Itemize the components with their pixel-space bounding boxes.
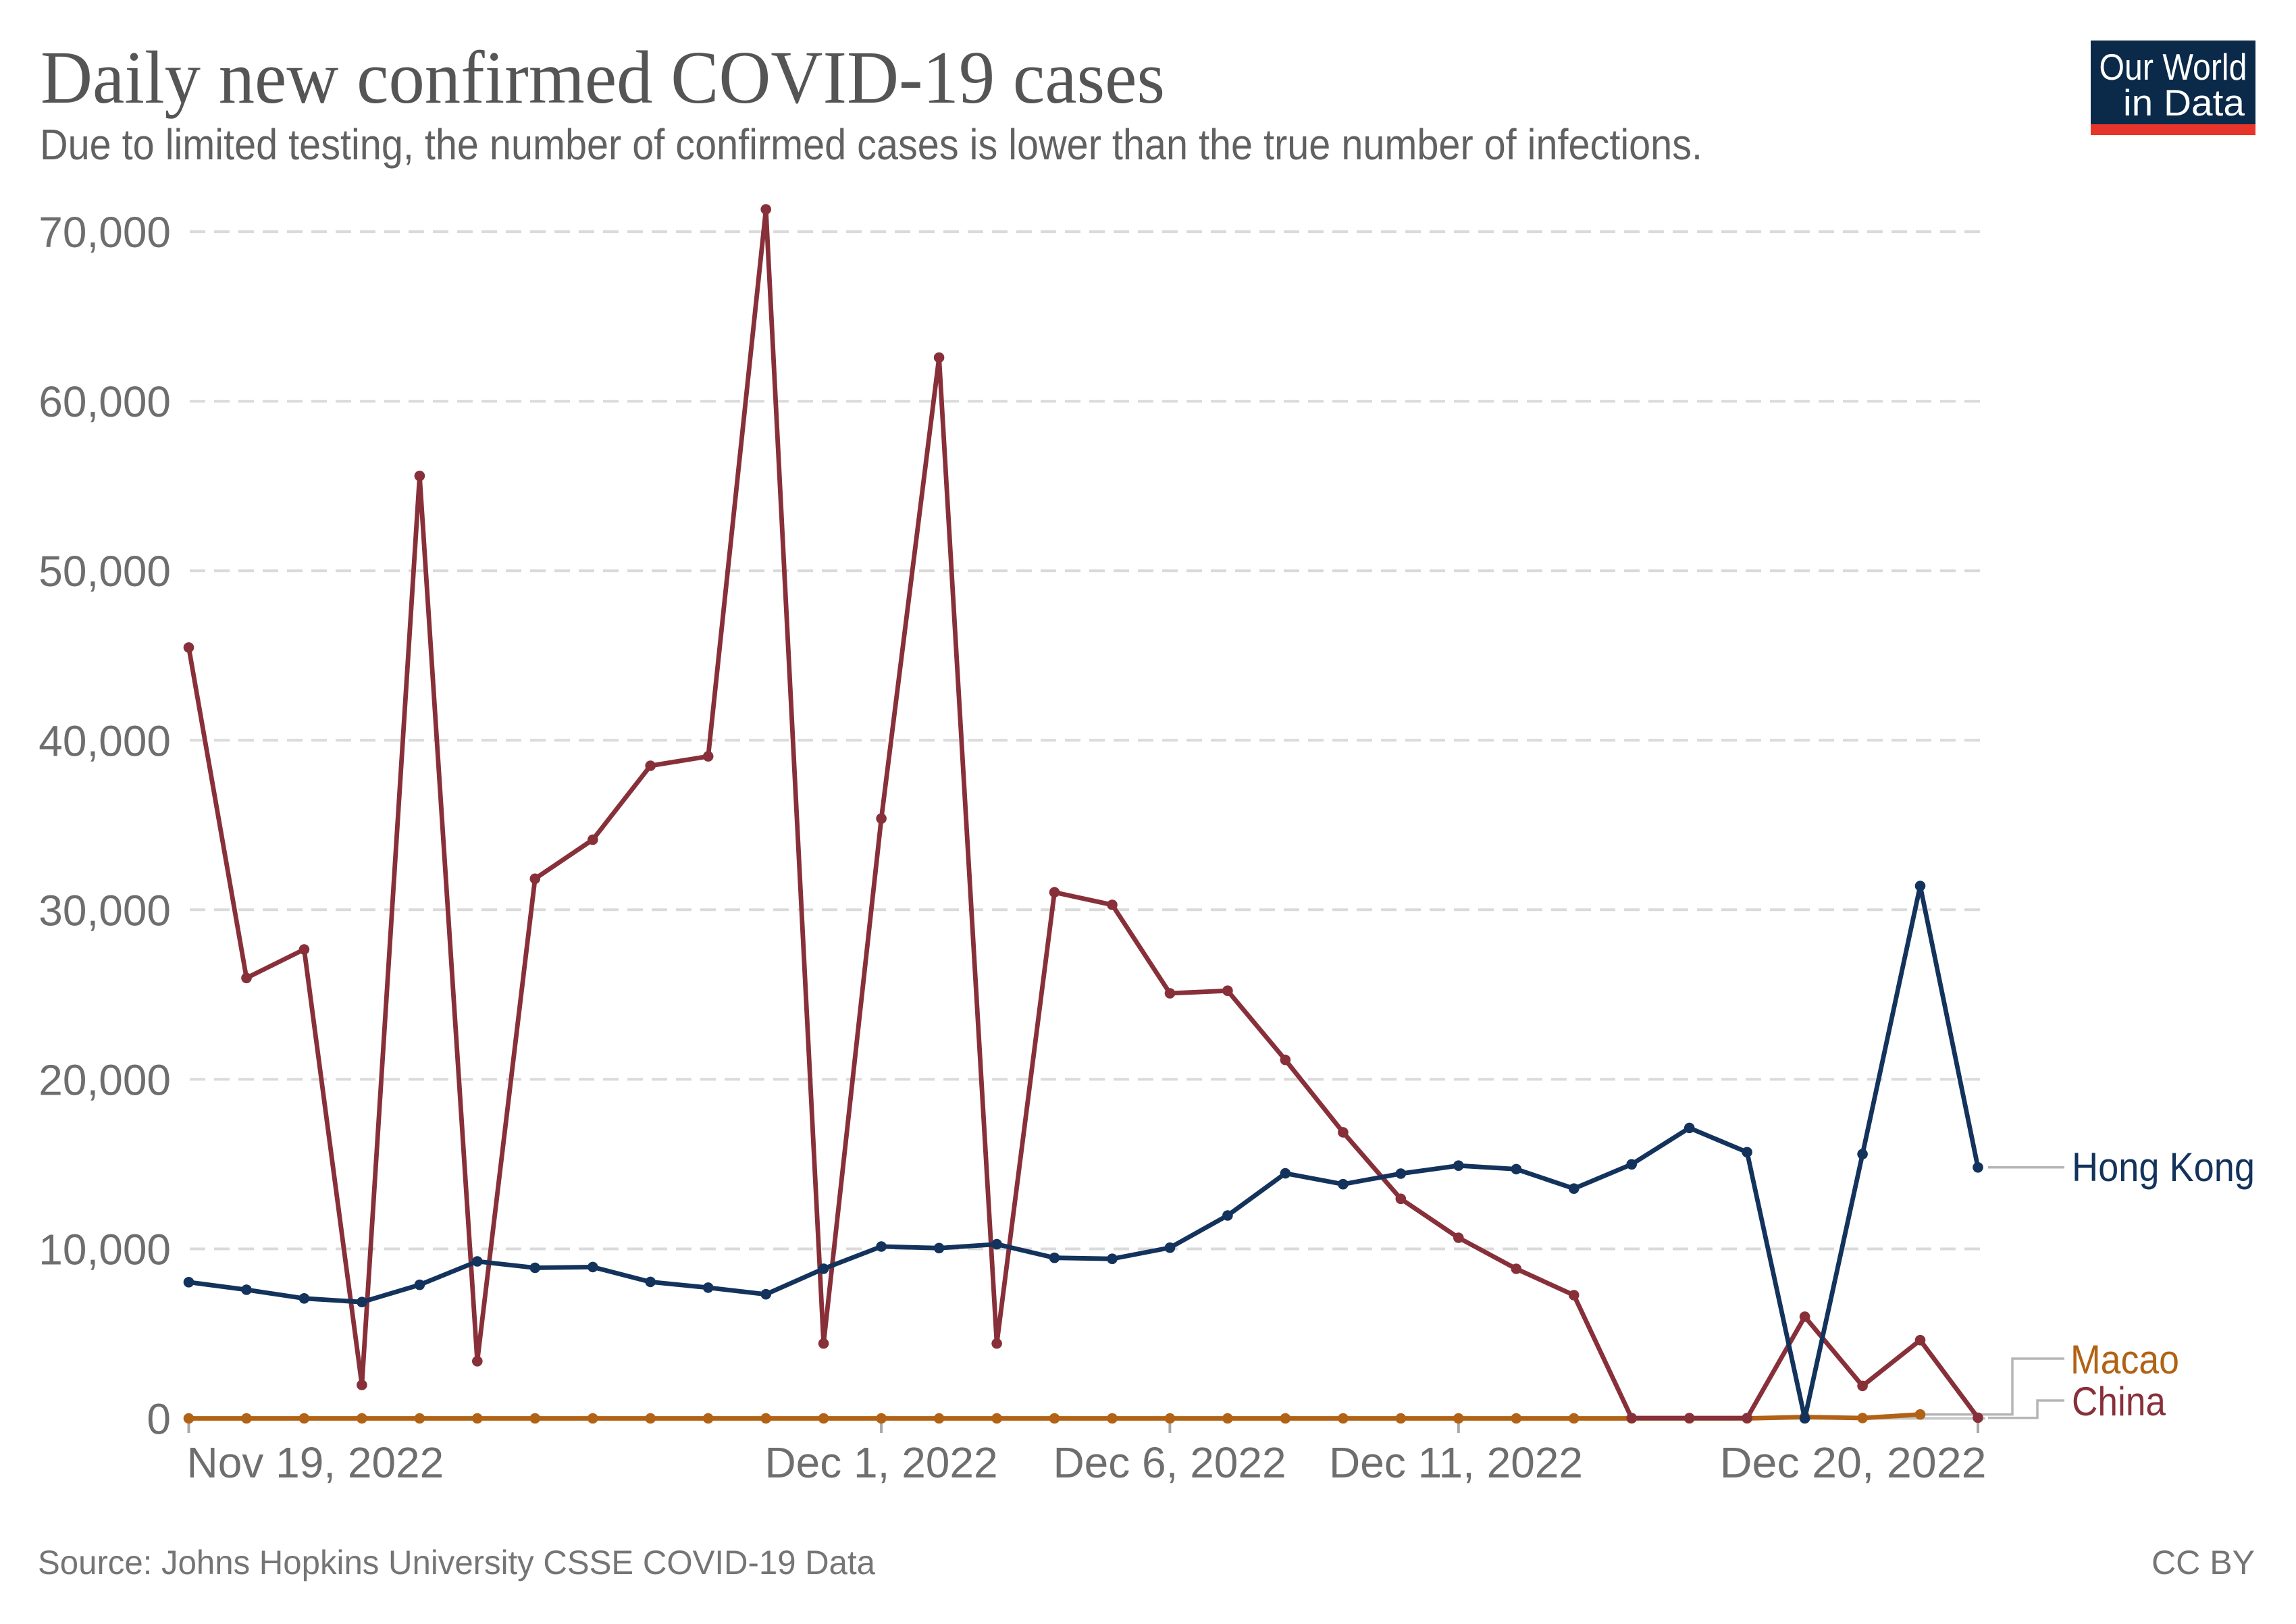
svg-text:Nov 19, 2022: Nov 19, 2022: [187, 1438, 444, 1487]
svg-text:Hong Kong: Hong Kong: [2072, 1145, 2255, 1190]
svg-text:60,000: 60,000: [38, 377, 171, 426]
svg-text:CC BY: CC BY: [2151, 1544, 2255, 1581]
svg-text:Macao: Macao: [2070, 1337, 2179, 1382]
svg-text:40,000: 40,000: [38, 716, 171, 765]
svg-text:10,000: 10,000: [38, 1226, 171, 1274]
svg-text:Dec 6, 2022: Dec 6, 2022: [1053, 1438, 1286, 1487]
svg-text:Daily new confirmed COVID-19 c: Daily new confirmed COVID-19 cases: [41, 36, 1165, 120]
svg-text:20,000: 20,000: [38, 1055, 171, 1104]
svg-text:0: 0: [147, 1395, 171, 1444]
svg-text:Dec 1, 2022: Dec 1, 2022: [764, 1438, 997, 1487]
svg-text:Dec 11, 2022: Dec 11, 2022: [1329, 1438, 1583, 1487]
svg-text:Our World: Our World: [2099, 46, 2247, 88]
svg-text:China: China: [2072, 1379, 2166, 1424]
svg-text:Due to limited testing, the nu: Due to limited testing, the number of co…: [40, 120, 1702, 169]
svg-text:30,000: 30,000: [38, 886, 171, 935]
svg-text:Dec 20, 2022: Dec 20, 2022: [1720, 1438, 1987, 1487]
svg-text:50,000: 50,000: [38, 547, 171, 596]
svg-text:in Data: in Data: [2123, 82, 2245, 124]
svg-text:Source: Johns Hopkins Universi: Source: Johns Hopkins University CSSE CO…: [38, 1544, 875, 1581]
svg-text:70,000: 70,000: [38, 208, 171, 257]
